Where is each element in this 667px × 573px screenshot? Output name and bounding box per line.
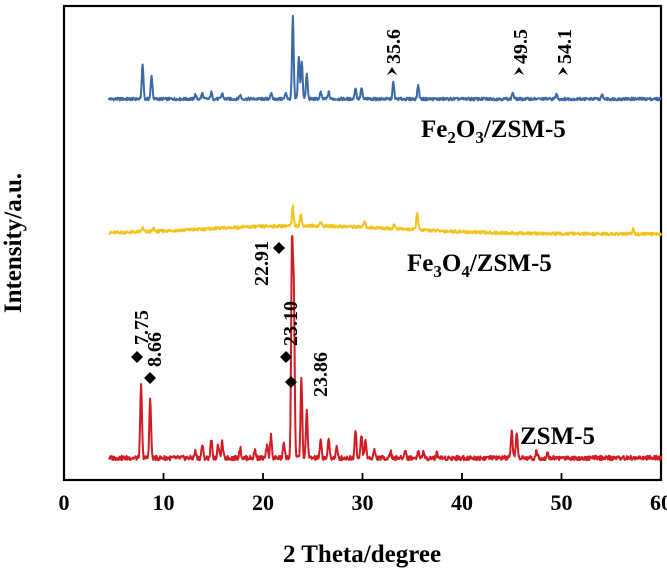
series-label-fe3o4: Fe3O4/ZSM-5 xyxy=(407,250,552,281)
x-tick-label-20: 20 xyxy=(252,490,274,515)
y-axis-title: Intensity/a.u. xyxy=(0,173,27,313)
anno-54-1-text: 54.1 xyxy=(554,29,576,64)
x-tick-label-40: 40 xyxy=(451,490,473,515)
series-lines xyxy=(107,14,662,462)
series-label-fe2o3: Fe2O3/ZSM-5 xyxy=(421,116,566,147)
anno-35-6: 35.6 xyxy=(383,29,405,64)
peak-annotations: 35.6 49.5 7.75 54.1 7.75 8.66 22.91 23.1… xyxy=(131,29,576,397)
marker-23-10 xyxy=(280,351,292,363)
marker-35-6 xyxy=(387,67,397,75)
anno-7-75: 7.75 xyxy=(131,310,153,345)
anno-23-86: 23.86 xyxy=(310,352,332,397)
marker-49-5 xyxy=(514,67,524,75)
series-label-zsm5: ZSM-5 xyxy=(520,423,595,450)
x-axis-ticks: 0 10 20 30 40 50 60 xyxy=(59,473,667,515)
series-line-fe2o3-zsm-5 xyxy=(107,14,662,102)
series-line-zsm-5 xyxy=(107,235,662,462)
x-axis-title: 2 Theta/degree xyxy=(283,541,441,568)
anno-8-66: 8.66 xyxy=(144,332,166,367)
marker-23-86 xyxy=(285,376,297,388)
marker-7-75 xyxy=(131,351,143,363)
marker-54-1 xyxy=(558,67,568,75)
x-tick-label-30: 30 xyxy=(352,490,374,515)
anno-49-5: 49.5 xyxy=(510,29,532,64)
x-tick-label-0: 0 xyxy=(59,490,70,515)
x-tick-label-60: 60 xyxy=(650,490,667,515)
anno-23-10: 23.10 xyxy=(280,301,302,346)
marker-22-91 xyxy=(273,242,285,254)
anno-22-91: 22.91 xyxy=(251,241,273,286)
plot-frame xyxy=(62,4,663,482)
series-line-fe3o4-zsm-5 xyxy=(108,204,662,237)
x-tick-label-10: 10 xyxy=(153,490,175,515)
marker-8-66 xyxy=(144,372,156,384)
x-tick-label-50: 50 xyxy=(551,490,573,515)
